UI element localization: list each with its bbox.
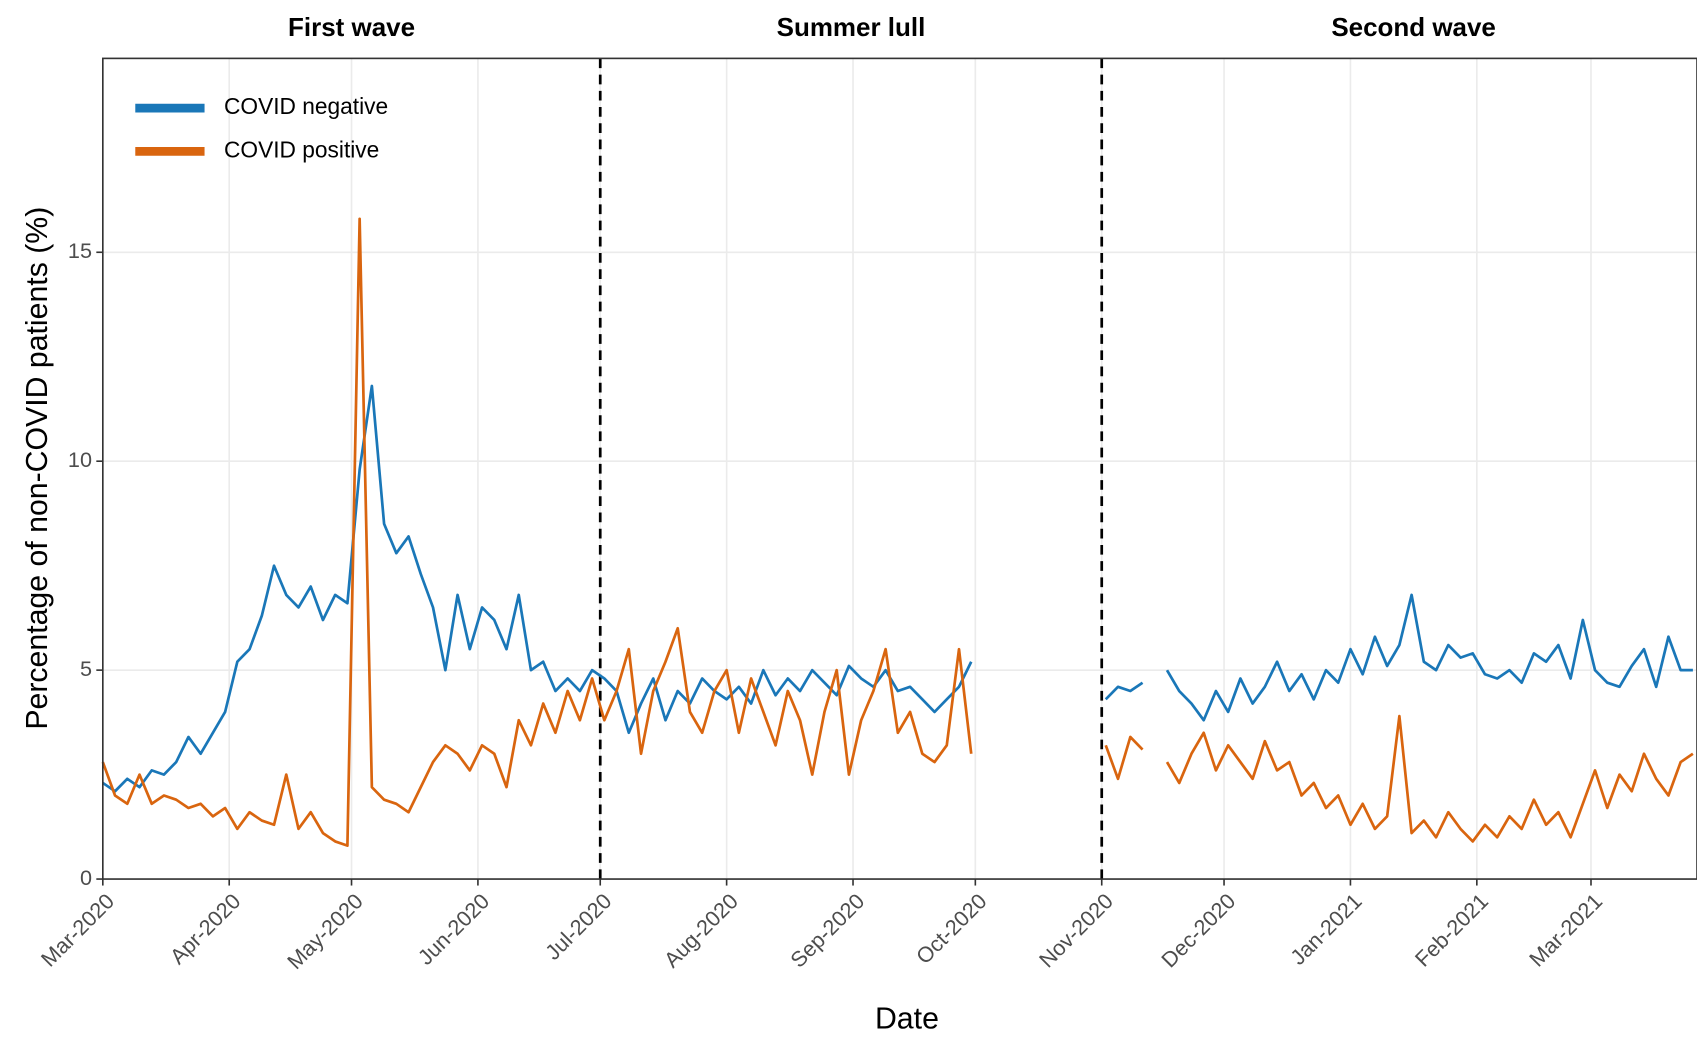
y-tick-label: 10 xyxy=(68,447,92,472)
x-axis-title: Date xyxy=(875,1003,939,1036)
y-axis-title: Percentage of non-COVID patients (%) xyxy=(21,207,54,730)
series-line xyxy=(102,384,1693,793)
phase-label: Summer lull xyxy=(777,12,926,42)
y-tick-label: 15 xyxy=(68,238,92,263)
legend-label: COVID negative xyxy=(224,93,388,119)
plot-border xyxy=(102,57,1697,880)
legend-label: COVID positive xyxy=(224,136,379,162)
series-line xyxy=(101,217,1694,847)
y-tick-label: 5 xyxy=(80,656,92,681)
y-tick-label: 0 xyxy=(80,865,92,890)
phase-label: First wave xyxy=(288,12,415,42)
phase-label: Second wave xyxy=(1331,12,1496,42)
